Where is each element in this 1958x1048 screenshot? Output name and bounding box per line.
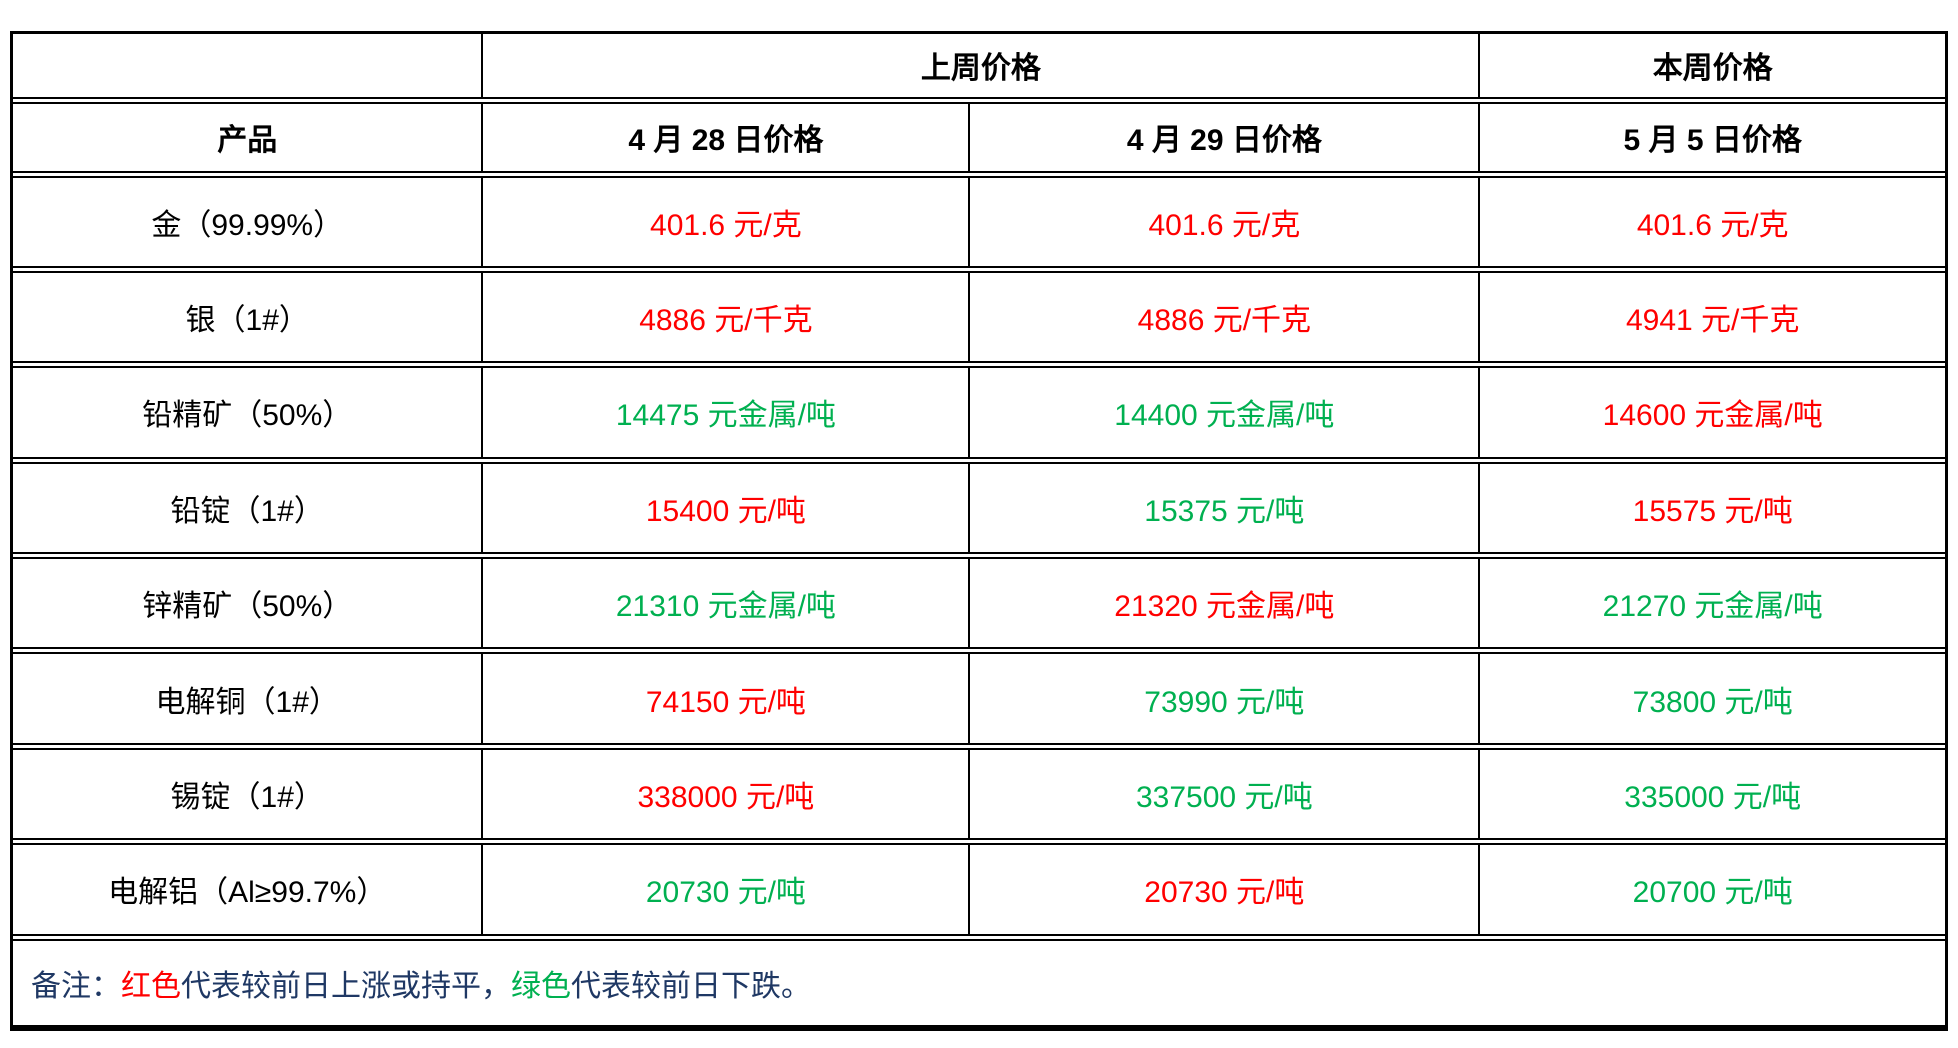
price-cell: 21310 元金属/吨 bbox=[482, 551, 971, 651]
price-cell: 14475 元金属/吨 bbox=[482, 361, 971, 461]
corner-cell bbox=[13, 34, 484, 100]
price-cell: 335000 元/吨 bbox=[1479, 742, 1945, 842]
price-cell: 15400 元/吨 bbox=[482, 456, 971, 556]
note-segment: 绿色 bbox=[511, 969, 571, 1003]
price-cell: 20730 元/吨 bbox=[969, 838, 1481, 937]
price-cell: 74150 元/吨 bbox=[482, 647, 971, 747]
product-cell: 铅精矿（50%） bbox=[13, 361, 484, 461]
product-cell: 锡锭（1#） bbox=[13, 742, 484, 842]
note-segment: 代表较前日上涨或持平， bbox=[181, 969, 511, 1003]
price-cell: 338000 元/吨 bbox=[482, 742, 971, 842]
table-row: 电解铜（1#） 74150 元/吨 73990 元/吨 73800 元/吨 bbox=[13, 647, 1945, 747]
price-cell: 4886 元/千克 bbox=[969, 265, 1481, 365]
price-cell: 401.6 元/克 bbox=[1479, 170, 1945, 270]
price-cell: 73800 元/吨 bbox=[1479, 647, 1945, 747]
price-cell: 4886 元/千克 bbox=[482, 265, 971, 365]
product-header: 产品 bbox=[13, 96, 484, 174]
price-cell: 21270 元金属/吨 bbox=[1479, 551, 1945, 651]
week-header-row: 上周价格 本周价格 bbox=[13, 34, 1945, 100]
this-week-header: 本周价格 bbox=[1652, 52, 1773, 86]
note-row: 备注：红色代表较前日上涨或持平，绿色代表较前日下跌。 bbox=[13, 933, 1945, 1025]
price-cell: 20700 元/吨 bbox=[1479, 838, 1945, 937]
price-table-container: 上周价格 本周价格 产品 4 月 28 日价格 4 月 29 日价格 5 月 5… bbox=[10, 31, 1948, 1031]
date-header-apr29: 4 月 29 日价格 bbox=[969, 96, 1481, 174]
product-cell: 锌精矿（50%） bbox=[13, 551, 484, 651]
note-segment: 备注： bbox=[31, 969, 121, 1003]
price-cell: 15575 元/吨 bbox=[1479, 456, 1945, 556]
price-cell: 4941 元/千克 bbox=[1479, 265, 1945, 365]
table-row: 金（99.99%） 401.6 元/克 401.6 元/克 401.6 元/克 bbox=[13, 170, 1945, 270]
table-row: 铅精矿（50%） 14475 元金属/吨 14400 元金属/吨 14600 元金属/… bbox=[13, 361, 1945, 461]
price-cell: 73990 元/吨 bbox=[969, 647, 1481, 747]
note-cell: 备注：红色代表较前日上涨或持平，绿色代表较前日下跌。 bbox=[13, 933, 1945, 1025]
date-header-row: 产品 4 月 28 日价格 4 月 29 日价格 5 月 5 日价格 bbox=[13, 96, 1945, 174]
price-cell: 14600 元金属/吨 bbox=[1479, 361, 1945, 461]
metal-price-table: 上周价格 本周价格 产品 4 月 28 日价格 4 月 29 日价格 5 月 5… bbox=[13, 34, 1945, 1025]
table-row: 铅锭（1#） 15400 元/吨 15375 元/吨 15575 元/吨 bbox=[13, 456, 1945, 556]
product-cell: 电解铜（1#） bbox=[13, 647, 484, 747]
price-cell: 401.6 元/克 bbox=[482, 170, 971, 270]
date-header-may5: 5 月 5 日价格 bbox=[1479, 96, 1945, 174]
product-cell: 金（99.99%） bbox=[13, 170, 484, 270]
table-row: 银（1#） 4886 元/千克 4886 元/千克 4941 元/千克 bbox=[13, 265, 1945, 365]
note-segment: 红色 bbox=[121, 969, 181, 1003]
table-row: 锡锭（1#） 338000 元/吨 337500 元/吨 335000 元/吨 bbox=[13, 742, 1945, 842]
date-header-apr28: 4 月 28 日价格 bbox=[482, 96, 971, 174]
price-cell: 20730 元/吨 bbox=[482, 838, 971, 937]
last-week-header: 上周价格 bbox=[482, 34, 1481, 100]
product-cell: 铅锭（1#） bbox=[13, 456, 484, 556]
price-cell: 15375 元/吨 bbox=[969, 456, 1481, 556]
price-cell: 337500 元/吨 bbox=[969, 742, 1481, 842]
note-segment: 代表较前日下跌。 bbox=[571, 969, 811, 1003]
price-cell: 21320 元金属/吨 bbox=[969, 551, 1481, 651]
product-cell: 电解铝（Al≥99.7%） bbox=[13, 838, 484, 937]
price-cell: 401.6 元/克 bbox=[969, 170, 1481, 270]
table-row: 电解铝（Al≥99.7%） 20730 元/吨 20730 元/吨 20700 元/吨 bbox=[13, 838, 1945, 937]
price-cell: 14400 元金属/吨 bbox=[969, 361, 1481, 461]
product-cell: 银（1#） bbox=[13, 265, 484, 365]
table-row: 锌精矿（50%） 21310 元金属/吨 21320 元金属/吨 21270 元金属/… bbox=[13, 551, 1945, 651]
